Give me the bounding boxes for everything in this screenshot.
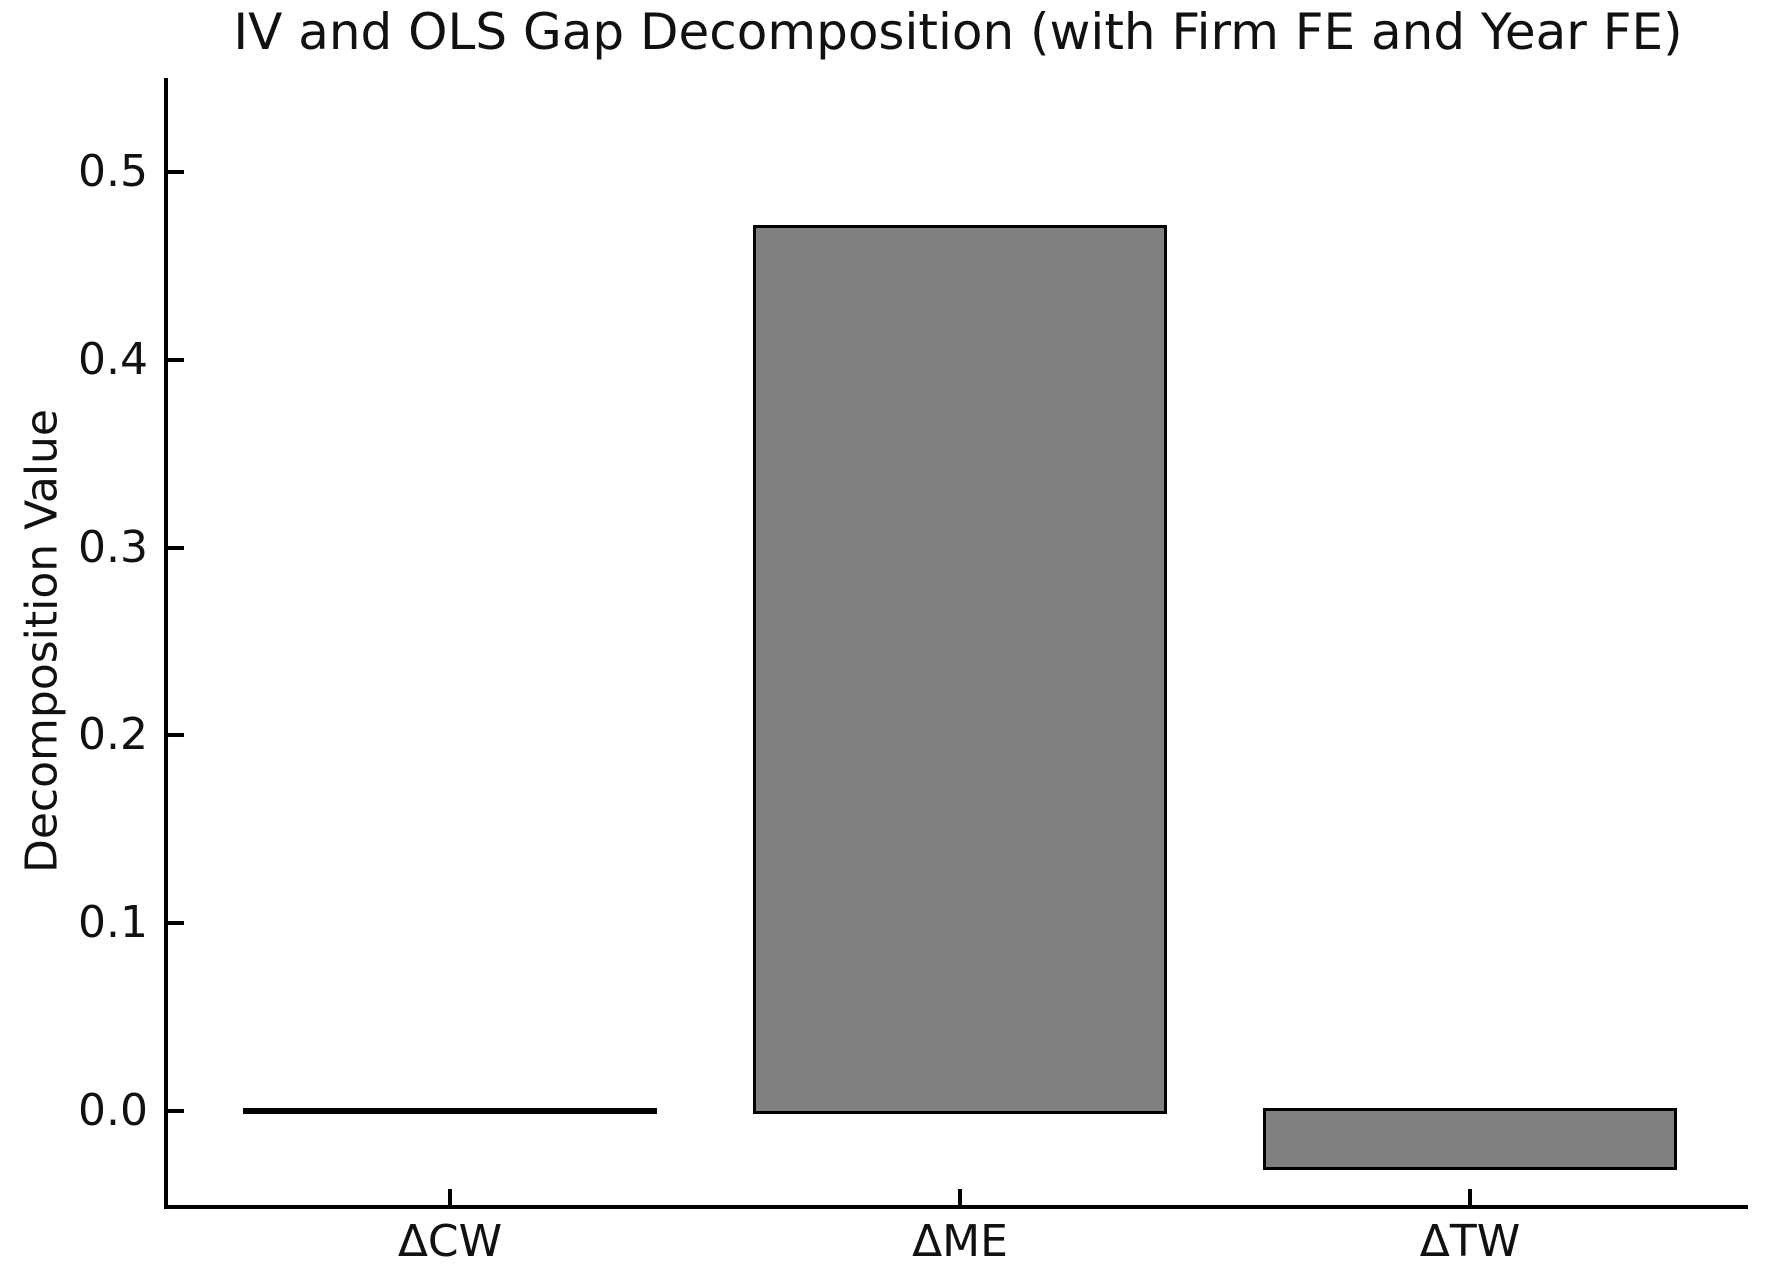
y-tick-mark: [168, 921, 184, 926]
x-tick-mark: [448, 1189, 452, 1205]
y-tick-label: 0.4: [78, 333, 148, 385]
plot-area: [164, 78, 1748, 1209]
x-tick-label: ΔTW: [1419, 1216, 1521, 1267]
bar-ΔCW: [243, 1108, 657, 1115]
y-tick-label: 0.2: [78, 709, 148, 761]
bar-ΔME: [753, 225, 1167, 1115]
y-tick-label: 0.0: [78, 1085, 148, 1137]
x-tick-label: ΔCW: [397, 1216, 503, 1267]
x-tick-mark: [958, 1189, 962, 1205]
y-tick-mark: [168, 1109, 184, 1114]
y-tick-label: 0.1: [78, 897, 148, 949]
y-tick-label: 0.5: [78, 145, 148, 197]
bar-ΔTW: [1263, 1108, 1677, 1171]
y-tick-mark: [168, 545, 184, 550]
y-tick-mark: [168, 357, 184, 362]
y-tick-label: 0.3: [78, 521, 148, 573]
y-tick-mark: [168, 169, 184, 174]
chart-title: IV and OLS Gap Decomposition (with Firm …: [233, 3, 1683, 61]
y-axis-label: Decomposition Value: [16, 408, 68, 874]
y-tick-mark: [168, 733, 184, 738]
x-tick-mark: [1468, 1189, 1472, 1205]
x-tick-label: ΔME: [912, 1216, 1008, 1267]
